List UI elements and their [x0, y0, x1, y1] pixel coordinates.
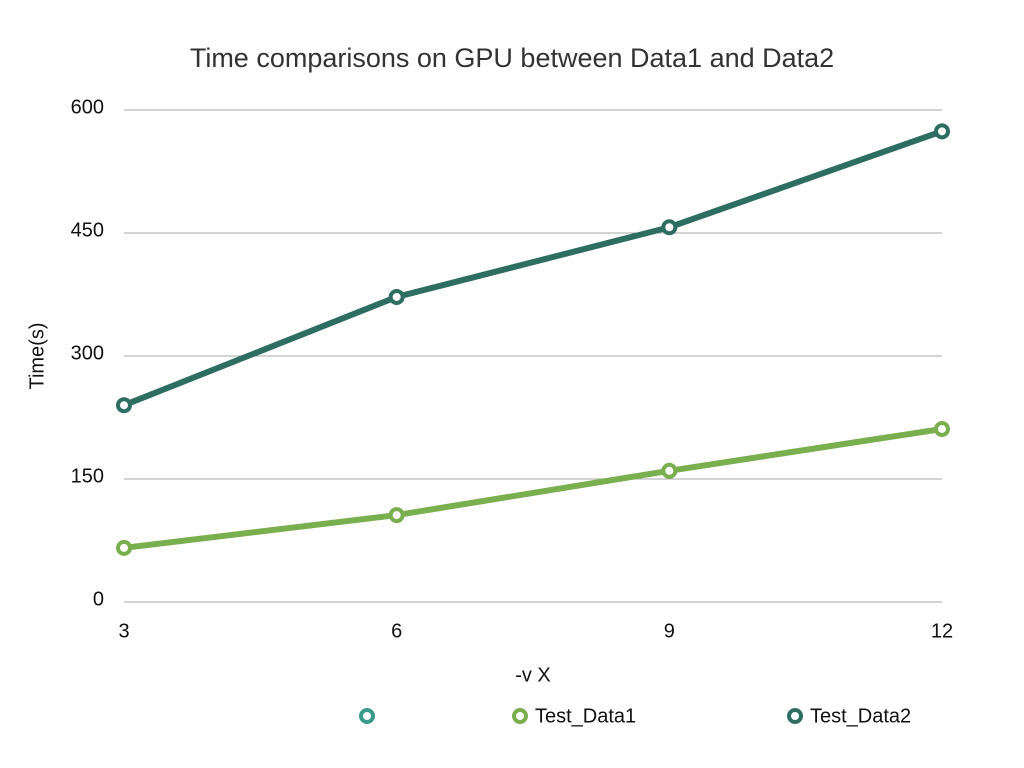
x-tick-label: 3 — [118, 620, 129, 642]
legend-marker — [787, 708, 803, 724]
x-tick-label: 9 — [664, 620, 675, 642]
y-tick-label: 450 — [71, 219, 104, 241]
legend-marker — [359, 708, 375, 724]
data-point — [116, 539, 132, 556]
chart-title: Time comparisons on GPU between Data1 an… — [190, 43, 834, 73]
data-point — [934, 123, 950, 140]
legend-label: Test_Data2 — [810, 705, 911, 727]
data-point — [388, 288, 405, 305]
legend-marker — [512, 708, 528, 724]
data-point — [661, 219, 678, 236]
y-tick-label: 600 — [71, 96, 104, 118]
y-tick-label: 150 — [71, 465, 104, 487]
data-point — [116, 397, 132, 414]
series-line — [122, 128, 943, 408]
series-line — [123, 426, 943, 551]
data-point — [661, 462, 678, 479]
y-tick-label: 0 — [93, 588, 104, 610]
y-axis-label: Time(s) — [26, 322, 48, 389]
x-tick-label: 6 — [391, 620, 402, 642]
x-tick-label: 12 — [931, 620, 953, 642]
y-tick-label: 300 — [71, 342, 104, 364]
data-point — [934, 420, 950, 437]
x-axis-label: -v X — [515, 664, 551, 686]
data-point — [388, 507, 405, 524]
legend-label: Test_Data1 — [535, 705, 636, 727]
